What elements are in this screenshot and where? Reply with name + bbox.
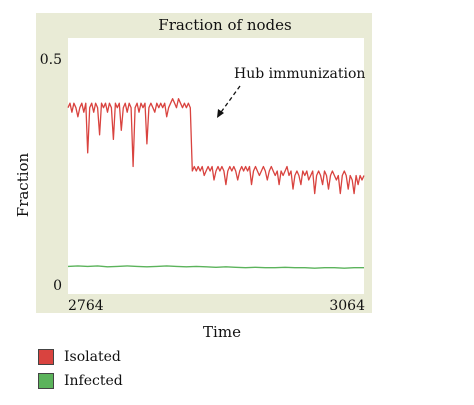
x-tick-label-right: 3064: [329, 298, 365, 314]
legend-item-infected: Infected: [38, 369, 123, 393]
y-axis-label: Fraction: [14, 152, 32, 217]
annotation-arrow: [218, 85, 241, 116]
x-tick-label-left: 2764: [68, 298, 104, 314]
plot-area-background: [68, 38, 364, 294]
legend-item-isolated: Isolated: [38, 345, 123, 369]
x-axis-label: Time: [203, 323, 241, 341]
chart-title: Fraction of nodes: [158, 16, 291, 34]
legend-swatch-infected: [38, 373, 54, 389]
legend-swatch-isolated: [38, 349, 54, 365]
legend-label-infected: Infected: [64, 373, 123, 389]
series-line-isolated: [67, 98, 365, 195]
annotation-hub-immunization: Hub immunization: [234, 66, 365, 82]
legend-label-isolated: Isolated: [64, 349, 121, 365]
y-tick-label-bottom: 0: [53, 278, 62, 294]
series-line-infected: [67, 265, 364, 269]
legend: Isolated Infected: [38, 345, 123, 393]
annotation-arrowhead: [217, 109, 224, 118]
y-tick-label-top: 0.5: [40, 52, 62, 68]
